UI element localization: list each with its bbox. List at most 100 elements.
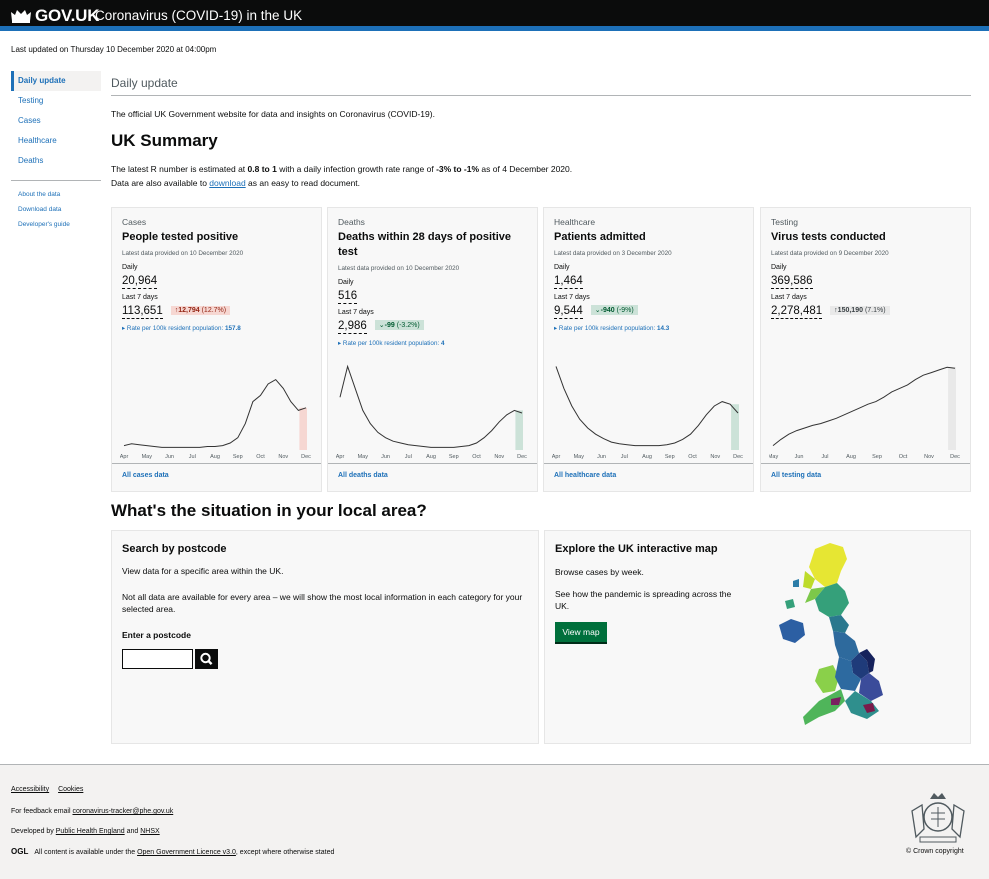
sidebar-item-download-data[interactable]: Download data <box>18 206 62 213</box>
tick-label: May <box>358 454 369 460</box>
service-name[interactable]: Coronavirus (COVID-19) in the UK <box>95 8 303 23</box>
all-deaths-link[interactable]: All deaths data <box>338 472 388 479</box>
developed-text: Developed by <box>11 828 56 835</box>
intro-text: The official UK Government website for d… <box>111 109 435 119</box>
week-value[interactable]: 113,651 <box>122 305 163 319</box>
daily-value[interactable]: 1,464 <box>554 275 583 289</box>
last-updated: Last updated on Thursday 10 December 202… <box>11 45 217 54</box>
postcode-input[interactable] <box>122 649 193 669</box>
view-map-button[interactable]: View map <box>555 622 607 642</box>
sidebar-item-developers-guide[interactable]: Developer's guide <box>18 221 70 228</box>
tick-label: May <box>574 454 585 460</box>
accessibility-link[interactable]: Accessibility <box>11 786 50 793</box>
week-value[interactable]: 9,544 <box>554 305 583 319</box>
arrow-down-icon: ⌄ <box>378 322 385 329</box>
tick-label: May <box>769 454 778 460</box>
daily-row: 20,964 <box>122 271 243 289</box>
licence-text: All content is available under the <box>34 849 138 856</box>
card-title: People tested positive <box>122 231 239 243</box>
sidebar-item-daily-update[interactable]: Daily update <box>11 71 101 91</box>
card-divider <box>761 463 970 464</box>
daily-value[interactable]: 516 <box>338 290 358 304</box>
card-category: Testing <box>771 217 798 227</box>
tick-label: Oct <box>899 454 908 460</box>
sidebar-item-healthcare[interactable]: Healthcare <box>18 136 57 145</box>
tick-label: Oct <box>688 454 697 460</box>
all-healthcare-link[interactable]: All healthcare data <box>554 472 617 479</box>
download-text-post: as an easy to read document. <box>245 178 361 188</box>
week-row: 2,278,481 ↑150,190 (7.1%) <box>771 301 890 319</box>
change-badge: ⌄-940 (-9%) <box>590 305 638 315</box>
arrow-down-icon: ⌄ <box>594 307 601 314</box>
tick-label: Jun <box>795 454 804 460</box>
card-title: Deaths within 28 days of positive test <box>338 231 511 258</box>
card-body: Latest data provided on 9 December 2020 … <box>771 250 890 319</box>
rate-value: 4 <box>440 340 445 347</box>
developed-line: Developed by Public Health England and N… <box>11 828 160 835</box>
ogl-licence-link[interactable]: Open Government Licence v3.0 <box>137 849 236 856</box>
cookies-link[interactable]: Cookies <box>58 786 84 793</box>
daily-row: 369,586 <box>771 271 890 289</box>
rate-toggle[interactable]: ▸ Rate per 100k resident population: 4 <box>338 340 445 347</box>
download-link[interactable]: download <box>209 178 246 188</box>
all-cases-link[interactable]: All cases data <box>122 472 169 479</box>
tick-label: Dec <box>950 454 960 460</box>
change-value: -940 <box>600 307 615 314</box>
rate-toggle[interactable]: ▸ Rate per 100k resident population: 14.… <box>554 325 670 332</box>
tick-label: Aug <box>210 454 220 460</box>
card-divider <box>328 463 537 464</box>
change-percent: (-3.2%) <box>396 322 420 329</box>
summary-cards: Cases People tested positive Latest data… <box>111 207 971 492</box>
sidebar-item-cases[interactable]: Cases <box>18 116 41 125</box>
sidebar-item-deaths[interactable]: Deaths <box>18 156 44 165</box>
deaths-card: Deaths Deaths within 28 days of positive… <box>327 207 538 492</box>
last-7-days-highlight <box>515 410 523 450</box>
card-category: Cases <box>122 217 147 227</box>
tick-label: Dec <box>301 454 311 460</box>
feedback-email-link[interactable]: coronavirus-tracker@phe.gov.uk <box>72 808 174 815</box>
phe-link[interactable]: Public Health England <box>55 828 125 835</box>
provided-date: Latest data provided on 3 December 2020 <box>554 250 672 257</box>
arrow-up-icon: ↑ <box>174 307 179 314</box>
rate-label: Rate per 100k resident population: <box>126 325 225 332</box>
daily-value[interactable]: 369,586 <box>771 275 813 289</box>
change-value: -99 <box>384 322 395 329</box>
nhsx-link[interactable]: NHSX <box>140 828 160 835</box>
postcode-search-button[interactable] <box>195 649 218 669</box>
week-value[interactable]: 2,986 <box>338 320 367 334</box>
postcode-text-1: View data for a specific area within the… <box>122 566 284 576</box>
daily-label: Daily <box>771 264 787 271</box>
sidebar-item-about-data[interactable]: About the data <box>18 191 61 198</box>
week-label: Last 7 days <box>771 294 807 301</box>
series-line <box>339 364 523 448</box>
deaths-chart: Apr May Jun Jul Aug Sep Oct Nov Dec <box>336 364 527 460</box>
rate-value: 14.3 <box>656 325 670 332</box>
postcode-text-2: Not all data are available for every are… <box>122 592 523 614</box>
tick-label: Aug <box>642 454 652 460</box>
tick-label: Oct <box>256 454 265 460</box>
sidebar-item-testing[interactable]: Testing <box>18 96 44 105</box>
crown-copyright[interactable]: © Crown copyright <box>906 848 964 855</box>
week-value[interactable]: 2,278,481 <box>771 305 823 319</box>
rate-toggle[interactable]: ▸ Rate per 100k resident population: 157… <box>122 325 241 332</box>
week-row: 113,651 ↑12,794 (12.7%) <box>122 301 243 319</box>
map-panel: Explore the UK interactive map Browse ca… <box>544 530 971 744</box>
healthcare-card: Healthcare Patients admitted Latest data… <box>543 207 754 492</box>
daily-value[interactable]: 20,964 <box>122 275 158 289</box>
tick-label: Dec <box>517 454 527 460</box>
rate-label: Rate per 100k resident population: <box>342 340 441 347</box>
daily-label: Daily <box>554 264 570 271</box>
week-label: Last 7 days <box>554 294 590 301</box>
provided-date: Latest data provided on 10 December 2020 <box>338 265 460 272</box>
govuk-logo[interactable]: GOV.UK <box>35 6 100 25</box>
tick-label: Jun <box>597 454 606 460</box>
r-text-pre: The latest R number is estimated at <box>111 164 248 174</box>
r-text-mid: with a daily infection growth rate range… <box>276 164 437 174</box>
card-body: Latest data provided on 3 December 2020 … <box>554 250 672 332</box>
tick-label: Apr <box>336 454 344 460</box>
tick-label: Apr <box>552 454 560 460</box>
all-testing-link[interactable]: All testing data <box>771 472 822 479</box>
cases-card: Cases People tested positive Latest data… <box>111 207 322 492</box>
uk-map-image[interactable] <box>775 541 915 731</box>
change-percent: (-9%) <box>616 307 634 314</box>
